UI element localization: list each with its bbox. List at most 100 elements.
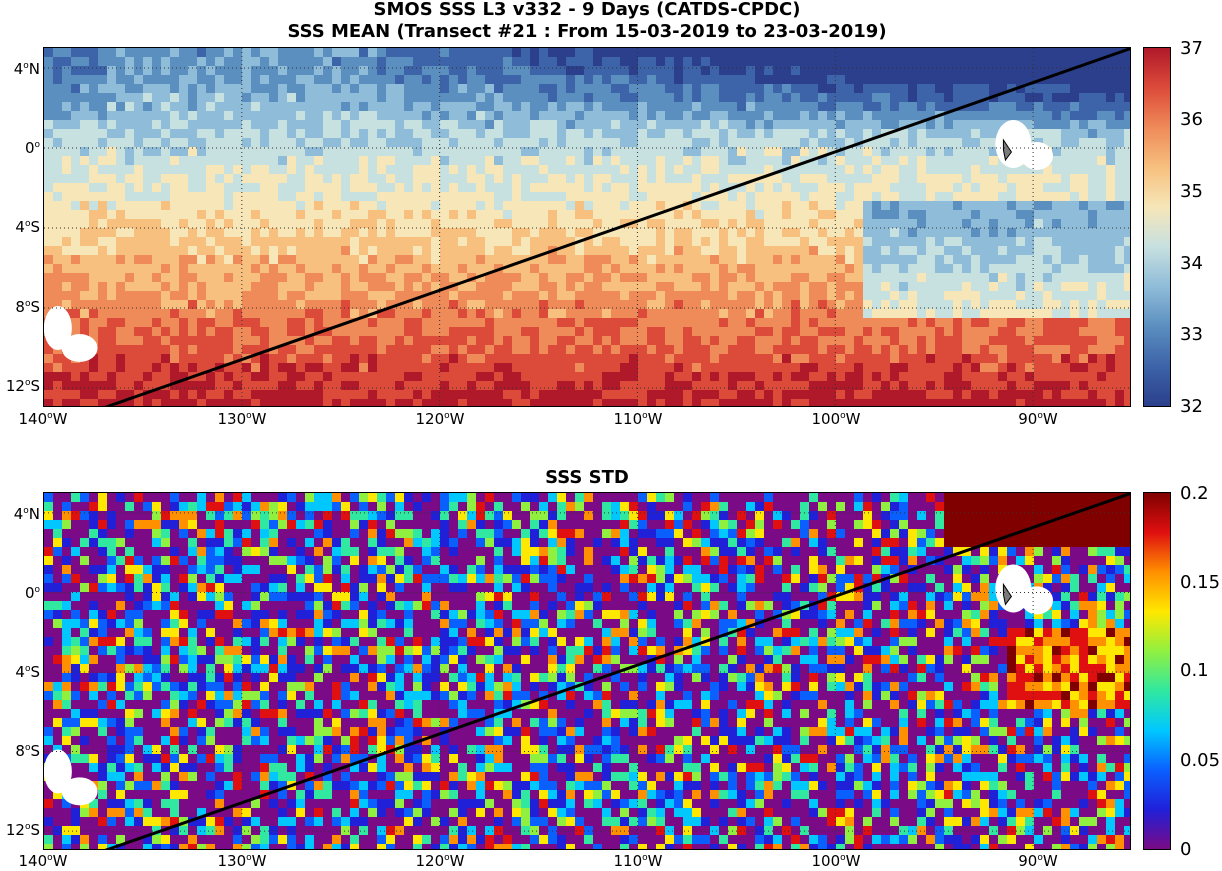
raster-cell: [404, 390, 414, 400]
raster-cell: [377, 156, 387, 166]
raster-cell: [404, 165, 414, 175]
raster-cell: [719, 102, 729, 112]
raster-cell: [269, 57, 279, 67]
raster-cell: [233, 102, 243, 112]
raster-cell: [143, 255, 153, 265]
raster-cell: [449, 318, 459, 328]
raster-cell: [431, 493, 441, 503]
raster-cell: [251, 354, 261, 364]
raster-cell: [440, 282, 450, 292]
raster-cell: [206, 309, 216, 319]
raster-cell: [1124, 381, 1130, 391]
raster-cell: [278, 183, 288, 193]
raster-cell: [611, 273, 621, 283]
raster-cell: [881, 201, 891, 211]
raster-cell: [611, 102, 621, 112]
raster-cell: [593, 120, 603, 130]
raster-cell: [890, 111, 900, 121]
raster-cell: [872, 399, 882, 406]
raster-cell: [1034, 255, 1044, 265]
raster-cell: [548, 237, 558, 247]
raster-cell: [449, 147, 459, 157]
raster-cell: [566, 138, 576, 148]
raster-cell: [701, 174, 711, 184]
raster-cell: [701, 309, 711, 319]
raster-cell: [1106, 264, 1116, 274]
raster-cell: [863, 390, 873, 400]
raster-cell: [1061, 138, 1071, 148]
raster-cell: [242, 309, 252, 319]
raster-cell: [485, 354, 495, 364]
raster-cell: [323, 75, 333, 85]
raster-cell: [476, 102, 486, 112]
raster-cell: [584, 363, 594, 373]
raster-cell: [611, 138, 621, 148]
raster-cell: [503, 336, 513, 346]
raster-cell: [863, 381, 873, 391]
raster-cell: [1061, 93, 1071, 103]
raster-cell: [854, 174, 864, 184]
raster-cell: [71, 327, 81, 337]
raster-cell: [548, 372, 558, 382]
raster-cell: [1061, 237, 1071, 247]
raster-cell: [305, 66, 315, 76]
raster-cell: [593, 381, 603, 391]
raster-cell: [881, 327, 891, 337]
raster-cell: [1061, 493, 1071, 503]
raster-cell: [773, 273, 783, 283]
raster-cell: [278, 138, 288, 148]
raster-cell: [692, 381, 702, 391]
raster-cell: [872, 93, 882, 103]
raster-cell: [161, 354, 171, 364]
raster-cell: [863, 120, 873, 130]
raster-cell: [197, 165, 207, 175]
raster-cell: [1025, 129, 1035, 139]
raster-cell: [413, 264, 423, 274]
raster-cell: [611, 57, 621, 67]
raster-cell: [629, 48, 639, 58]
raster-cell: [647, 493, 657, 503]
raster-cell: [215, 183, 225, 193]
raster-cell: [1079, 390, 1089, 400]
raster-cell: [440, 354, 450, 364]
raster-cell: [1097, 129, 1107, 139]
raster-cell: [719, 300, 729, 310]
raster-cell: [746, 174, 756, 184]
raster-cell: [800, 309, 810, 319]
raster-cell: [1052, 318, 1062, 328]
raster-cell: [746, 111, 756, 121]
raster-cell: [521, 147, 531, 157]
raster-cell: [467, 363, 477, 373]
raster-cell: [314, 57, 324, 67]
raster-cell: [899, 111, 909, 121]
raster-cell: [1106, 93, 1116, 103]
raster-cell: [485, 120, 495, 130]
raster-cell: [566, 84, 576, 94]
raster-cell: [170, 129, 180, 139]
raster-cell: [908, 102, 918, 112]
raster-cell: [179, 93, 189, 103]
raster-cell: [476, 327, 486, 337]
raster-cell: [800, 255, 810, 265]
raster-cell: [350, 363, 360, 373]
raster-cell: [323, 57, 333, 67]
raster-cell: [449, 129, 459, 139]
raster-cell: [764, 318, 774, 328]
raster-cell: [683, 300, 693, 310]
raster-cell: [503, 246, 513, 256]
raster-cell: [278, 246, 288, 256]
raster-cell: [1061, 183, 1071, 193]
raster-cell: [647, 192, 657, 202]
raster-cell: [557, 120, 567, 130]
raster-cell: [692, 111, 702, 121]
raster-cell: [746, 165, 756, 175]
raster-cell: [926, 111, 936, 121]
raster-cell: [161, 309, 171, 319]
raster-cell: [908, 363, 918, 373]
raster-cell: [719, 390, 729, 400]
raster-cell: [782, 291, 792, 301]
raster-cell: [206, 255, 216, 265]
raster-cell: [233, 111, 243, 121]
raster-cell: [305, 120, 315, 130]
raster-cell: [1097, 309, 1107, 319]
